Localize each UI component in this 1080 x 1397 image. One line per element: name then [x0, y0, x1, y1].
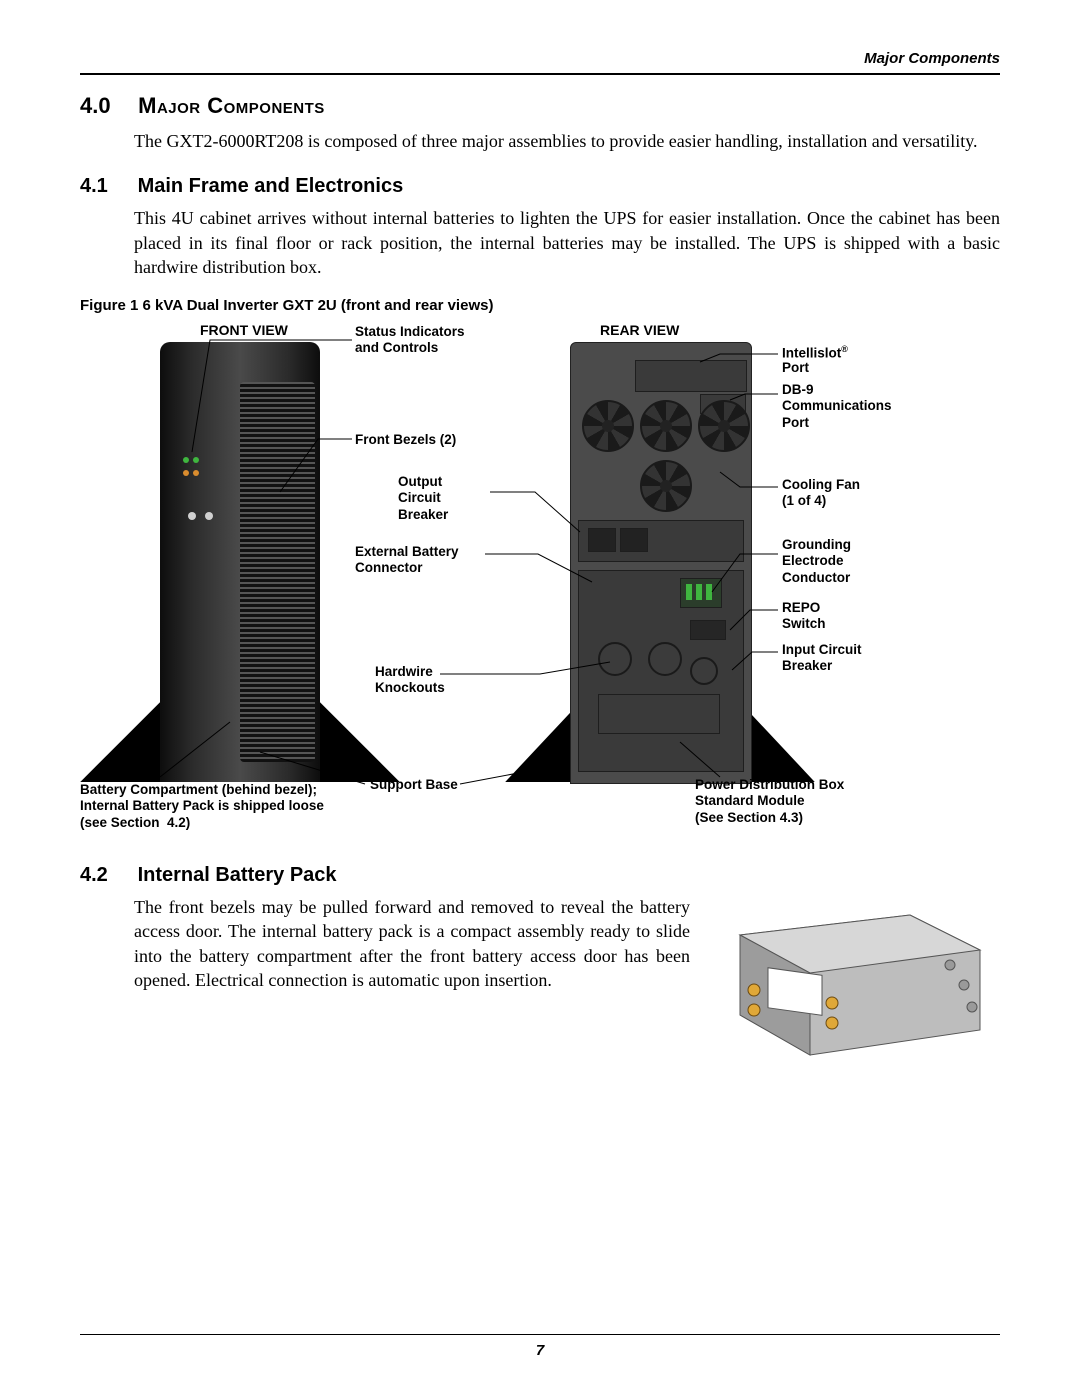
label-status: Status Indicators and Controls — [355, 324, 465, 356]
rule-bottom — [80, 1334, 1000, 1335]
running-head: Major Components — [80, 50, 1000, 67]
figure-caption: Figure 1 6 kVA Dual Inverter GXT 2U (fro… — [80, 297, 1000, 314]
label-bezels: Front Bezels (2) — [355, 432, 456, 448]
rule-top — [80, 73, 1000, 75]
label-icb: Input Circuit Breaker — [782, 642, 862, 674]
label-fan: Cooling Fan (1 of 4) — [782, 477, 860, 509]
label-repo: REPO Switch — [782, 600, 826, 632]
cooling-fan-icon — [582, 400, 634, 452]
section-number: 4.0 — [80, 93, 132, 119]
rear-device — [540, 342, 780, 802]
sub2-body: The front bezels may be pulled forward a… — [134, 895, 690, 992]
label-ext-batt: External Battery Connector — [355, 544, 459, 576]
battery-pack-image — [720, 895, 1000, 1065]
hardwire-knockout-icon — [598, 642, 632, 676]
label-ground: Grounding Electrode Conductor — [782, 537, 851, 586]
label-batt-comp: Battery Compartment (behind bezel); Inte… — [80, 782, 324, 831]
label-db9: DB-9 Communications Port — [782, 382, 892, 431]
label-ocb: Output Circuit Breaker — [398, 474, 448, 523]
subsection-number: 4.1 — [80, 175, 132, 198]
section-heading: 4.0 Major Components — [80, 93, 1000, 119]
label-intellislot-port: Port — [782, 360, 809, 376]
label-support: Support Base — [370, 777, 458, 793]
intro-paragraph: The GXT2-6000RT208 is composed of three … — [134, 129, 1000, 153]
front-view-label: FRONT VIEW — [200, 322, 288, 339]
label-pdb: Power Distribution Box Standard Module (… — [695, 777, 844, 826]
figure-1: FRONT VIEW REAR VIEW — [80, 322, 1000, 842]
subsection-title: Main Frame and Electronics — [138, 175, 404, 197]
subsection-title-2: Internal Battery Pack — [138, 864, 337, 886]
front-device — [110, 342, 370, 802]
subsection-4-1: 4.1 Main Frame and Electronics — [80, 175, 1000, 198]
section-title: Major Components — [138, 93, 325, 118]
rear-view-label: REAR VIEW — [600, 322, 679, 339]
sub1-body: This 4U cabinet arrives without internal… — [134, 206, 1000, 279]
label-hardwire: Hardwire Knockouts — [375, 664, 445, 696]
page-number: 7 — [0, 1342, 1080, 1359]
subsection-4-2: 4.2 Internal Battery Pack — [80, 864, 1000, 887]
subsection-number-2: 4.2 — [80, 864, 132, 887]
